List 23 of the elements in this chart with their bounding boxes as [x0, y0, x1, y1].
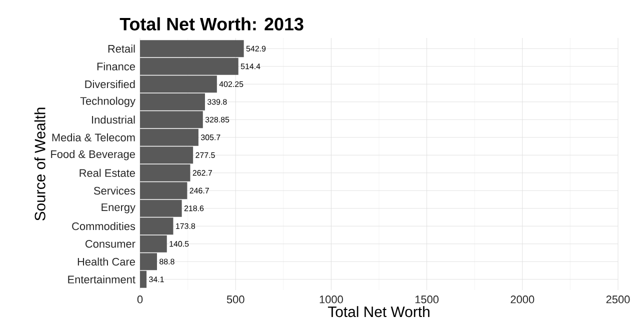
x-tick-label: 500: [226, 296, 244, 304]
x-tick-label: 1500: [415, 296, 439, 304]
y-tick-label: Energy: [102, 203, 136, 214]
y-tick-label: Media & Telecom: [52, 133, 135, 142]
x-tick-label: 2500: [606, 296, 630, 304]
y-tick-label: Retail: [108, 44, 135, 53]
chart-title: Total Net Worth: 2013: [120, 17, 304, 30]
y-tick-label: Diversified: [85, 80, 135, 88]
x-tick-label: 0: [137, 296, 143, 304]
y-tick-label: Services: [94, 186, 136, 195]
y-tick-label: Real Estate: [80, 168, 135, 177]
y-tick-label: Commodities: [72, 222, 136, 230]
x-tick-label: 1000: [320, 296, 343, 304]
x-axis-title: Total Net Worth: [328, 306, 430, 318]
y-tick-label: Health Care: [78, 258, 135, 266]
y-tick-label: Finance: [97, 62, 135, 70]
x-tick-label: 2000: [510, 296, 534, 304]
y-tick-label: Technology: [80, 96, 136, 107]
y-tick-label: Industrial: [92, 116, 135, 124]
y-axis-title: Source of Wealth: [34, 108, 46, 221]
y-tick-label: Entertainment: [68, 275, 136, 284]
y-tick-label: Food & Beverage: [51, 150, 135, 160]
y-tick-label: Consumer: [85, 240, 136, 248]
